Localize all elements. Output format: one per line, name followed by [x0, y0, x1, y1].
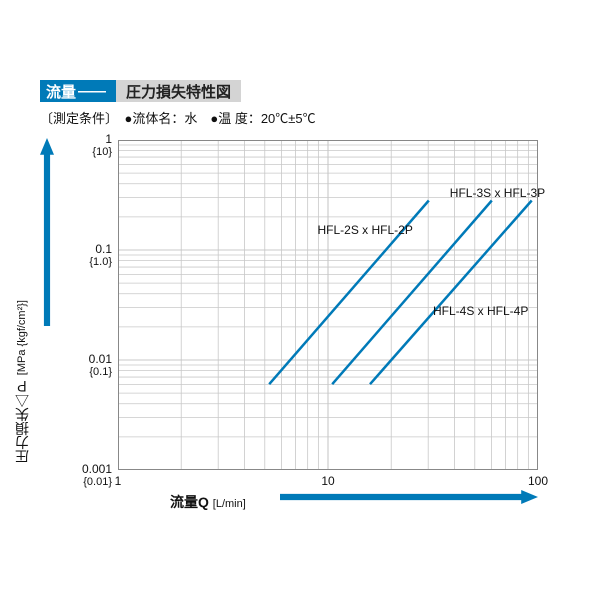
title-left-text: 流量	[46, 81, 76, 102]
x-tick: 1	[103, 474, 133, 488]
x-axis-label: 流量Q [L/min]	[170, 492, 246, 512]
x-axis-label-text: 流量Q	[170, 494, 209, 510]
x-axis-arrow	[280, 490, 538, 504]
x-tick: 100	[523, 474, 553, 488]
title-dash: ——	[76, 83, 106, 100]
y-axis-label-text: 圧力損失△Ｐ	[14, 379, 30, 463]
series-label: HFL-3S x HFL-3P	[450, 186, 545, 200]
x-tick: 10	[313, 474, 343, 488]
y-tick: 0.01{0.1}	[62, 352, 112, 378]
y-axis-arrow	[40, 138, 54, 326]
measurement-conditions: 〔測定条件〕 ●流体名：水 ●温 度：20℃±5℃	[40, 108, 316, 127]
title-left: 流量 ——	[40, 80, 116, 102]
title-right: 圧力損失特性図	[116, 80, 241, 102]
chart-title-bar: 流量 —— 圧力損失特性図	[40, 80, 360, 102]
x-axis-unit: [L/min]	[213, 498, 246, 510]
y-axis-unit: [MPa {kgf/cm²}]	[16, 300, 28, 375]
y-tick: 1{10}	[62, 132, 112, 158]
series-label: HFL-2S x HFL-2P	[318, 223, 413, 237]
series-label: HFL-4S x HFL-4P	[433, 304, 528, 318]
y-axis-label: 圧力損失△Ｐ [MPa {kgf/cm²}]	[12, 300, 32, 463]
y-tick: 0.1{1.0}	[62, 242, 112, 268]
